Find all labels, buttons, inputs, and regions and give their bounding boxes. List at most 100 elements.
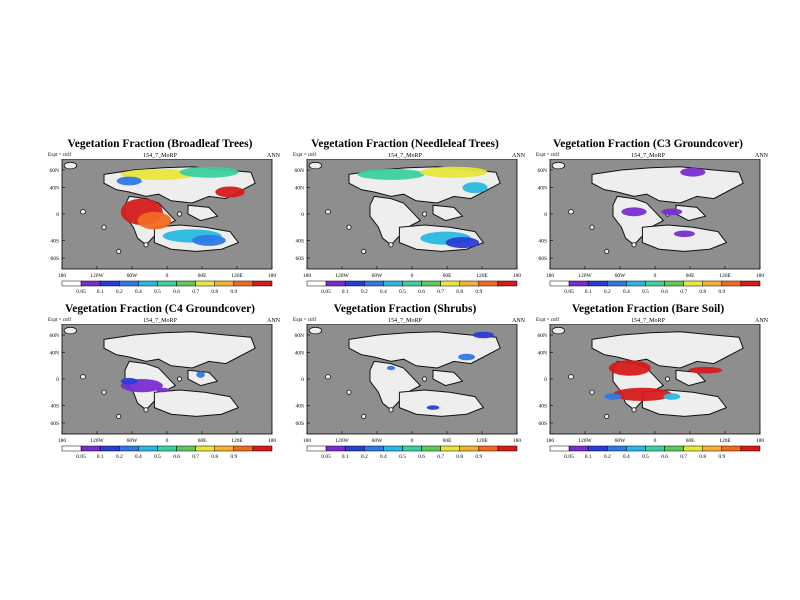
colorbar-label: 0.5 <box>154 289 161 295</box>
landmass <box>432 204 464 222</box>
experiment-label: Expt = ctrlf <box>536 318 560 323</box>
colorbar-swatch <box>607 280 627 287</box>
vegetation-patch <box>120 168 197 180</box>
vegetation-patch <box>120 377 138 385</box>
lon-tick-label: 60E <box>686 438 696 444</box>
colorbar-label: 0.6 <box>418 454 425 460</box>
colorbar-label: 0.05 <box>321 289 331 295</box>
panel-title: Vegetation Fraction (Broadleaf Trees) <box>67 138 253 150</box>
lon-tick-label: 0 <box>411 438 414 444</box>
lon-tick-label: 60W <box>372 273 384 279</box>
colorbar-swatch <box>459 445 480 452</box>
lon-tick-label: 60E <box>198 273 208 279</box>
lat-tick-label: 60S <box>538 421 547 427</box>
landmass-group <box>308 161 501 255</box>
map-c3-groundcover: 60N 40N 0 40S 60S 180 120W 60W 0 60E 120E 180 0.05 0.… <box>538 159 764 295</box>
experiment-label: Expt = ctrlf <box>293 153 317 158</box>
colorbar-label: 0.7 <box>680 454 687 460</box>
vegetation-patch <box>192 234 226 246</box>
lat-tick-label: 60N <box>50 168 60 174</box>
colorbar-label: 0.6 <box>661 454 668 460</box>
lat-tick-label: 40S <box>295 403 304 409</box>
colorbar-label: 0.9 <box>475 454 482 460</box>
colorbar-swatch <box>459 280 480 287</box>
colorbar-swatch <box>645 445 665 452</box>
colorbar-swatch <box>549 280 570 287</box>
island <box>361 413 367 420</box>
lon-tick-label: 180 <box>303 438 312 444</box>
lat-tick-label: 60S <box>50 421 59 427</box>
lat-tick-label: 40S <box>295 238 304 244</box>
island <box>665 376 671 382</box>
colorbar-swatch <box>195 280 215 287</box>
season-label: ANN <box>755 153 768 159</box>
colorbar-label: 0.4 <box>380 454 387 460</box>
colorbar-label: 0.4 <box>135 289 142 295</box>
map-c4-groundcover: 60N 40N 0 40S 60S 180 120W 60W 0 60E 120E 180 0.05 0.… <box>50 324 277 460</box>
colorbar-label: 0.1 <box>342 454 349 460</box>
map-shrubs: 60N 40N 0 40S 60S 180 120W 60W 0 60E 120E 180 0.05 0.… <box>295 324 522 460</box>
colorbar-swatch <box>138 445 158 452</box>
experiment-label: Expt = ctrlf <box>48 153 72 158</box>
lon-tick-label: 0 <box>654 438 657 444</box>
colorbar-swatch <box>421 445 441 452</box>
colorbar-swatch <box>383 280 403 287</box>
vegetation-patch <box>156 387 170 393</box>
lon-tick-label: 180 <box>268 438 277 444</box>
colorbar-label: 0.6 <box>173 289 180 295</box>
lon-tick-label: 180 <box>513 438 522 444</box>
lon-tick-label: 60W <box>127 273 139 279</box>
lon-tick-label: 120E <box>476 438 488 444</box>
run-id-label: 154_7_MoRP <box>631 153 665 159</box>
vegetation-patch <box>137 211 172 230</box>
colorbar-swatch <box>252 445 273 452</box>
vegetation-patch <box>608 360 651 376</box>
colorbar-label: 0.2 <box>604 454 611 460</box>
colorbar-label: 0.6 <box>173 454 180 460</box>
island <box>604 248 610 255</box>
colorbar-label: 0.4 <box>380 289 387 295</box>
lon-tick-label: 120W <box>90 273 104 279</box>
colorbar-swatch <box>383 445 403 452</box>
lon-tick-label: 120W <box>90 438 104 444</box>
island <box>551 326 566 335</box>
experiment-label: Expt = ctrlf <box>293 318 317 323</box>
colorbar-swatch <box>306 445 327 452</box>
lat-tick-label: 0 <box>301 212 304 218</box>
colorbar-swatch <box>61 445 82 452</box>
lat-tick-label: 0 <box>56 212 59 218</box>
colorbar-label: 0.5 <box>154 454 161 460</box>
colorbar-swatch <box>702 280 723 287</box>
lon-tick-label: 60E <box>443 438 453 444</box>
colorbar-label: 0.1 <box>342 289 349 295</box>
colorbar-swatch <box>61 280 82 287</box>
colorbar-swatch <box>702 445 723 452</box>
lon-tick-label: 0 <box>411 273 414 279</box>
lat-tick-label: 0 <box>544 212 547 218</box>
colorbar-swatch <box>497 445 518 452</box>
colorbar-label: 0.8 <box>456 454 463 460</box>
map-bare-soil: 60N 40N 0 40S 60S 180 120W 60W 0 60E 120E 180 0.05 0.… <box>538 324 764 460</box>
experiment-label: Expt = ctrlf <box>536 153 560 158</box>
landmass <box>591 331 744 369</box>
island <box>346 224 352 230</box>
colorbar-label: 0.2 <box>361 454 368 460</box>
landmass-group <box>63 326 256 420</box>
colorbar-swatch <box>740 445 761 452</box>
colorbar-label: 0.2 <box>116 454 123 460</box>
vegetation-patch <box>604 393 622 400</box>
lat-tick-label: 0 <box>544 377 547 383</box>
colorbar-label: 0.8 <box>211 289 218 295</box>
lat-tick-label: 40N <box>538 351 548 357</box>
colorbar-swatch <box>568 280 589 287</box>
vegetation-patch <box>472 331 494 339</box>
colorbar-label: 0.1 <box>97 454 104 460</box>
island <box>422 211 428 217</box>
vegetation-patch <box>680 167 706 177</box>
vegetation-patch <box>357 168 425 180</box>
colorbar-swatch <box>645 280 665 287</box>
colorbar-label: 0.7 <box>437 289 444 295</box>
colorbar-swatch <box>99 280 120 287</box>
panel-needleleaf-trees: Vegetation Fraction (Needleleaf Trees) E… <box>285 138 525 308</box>
colorbar-swatch <box>176 445 196 452</box>
